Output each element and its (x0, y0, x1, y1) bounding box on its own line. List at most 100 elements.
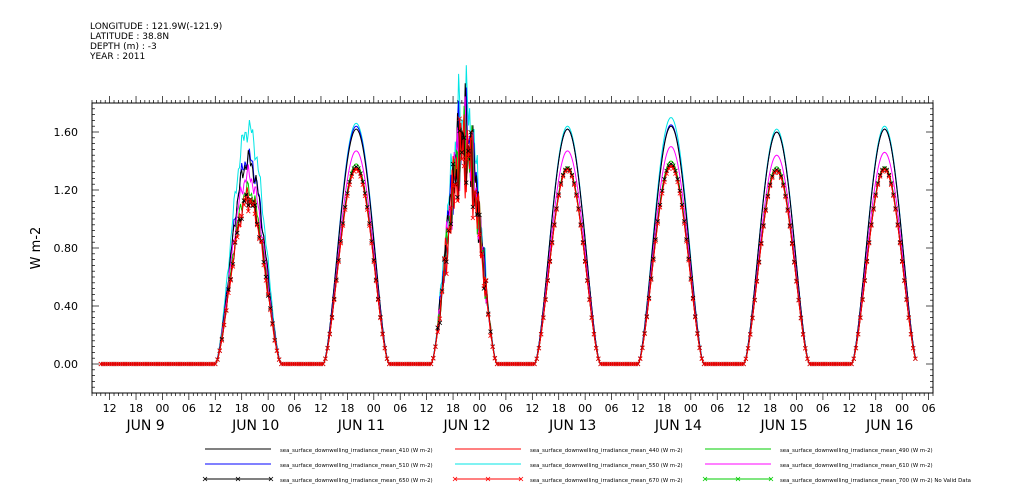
legend-item: sea_surface_downwelling_irradiance_mean_… (452, 476, 683, 484)
series-marker-650 (761, 223, 766, 228)
series-marker-650 (457, 128, 462, 133)
series-marker-650 (578, 222, 584, 227)
series-marker-670 (213, 361, 218, 367)
series-marker-650 (254, 221, 260, 227)
series-marker-670 (860, 297, 865, 303)
series-marker-670 (345, 193, 350, 199)
series-marker-670 (536, 345, 542, 351)
series-marker-670 (913, 356, 918, 362)
series-marker-670 (796, 298, 801, 303)
series-marker-650 (257, 235, 262, 240)
series-marker-650 (371, 258, 377, 263)
series-marker-670 (789, 241, 795, 247)
series-marker-670 (758, 241, 764, 247)
series-marker-670 (869, 223, 874, 228)
legend-label: sea_surface_downwelling_irradiance_mean_… (280, 463, 433, 469)
series-marker-670 (483, 278, 489, 283)
x-hour-tick-label: 12 (737, 402, 751, 415)
x-hour-tick-label: 12 (314, 402, 328, 415)
series-marker-670 (243, 195, 249, 200)
series-marker-670 (371, 259, 377, 265)
x-day-tick-label: JUN 10 (231, 418, 279, 434)
legend-marker (485, 476, 491, 482)
series-marker-670 (492, 356, 498, 361)
series-marker-670 (532, 361, 537, 367)
series-marker-670 (380, 332, 385, 337)
series-marker-650 (437, 320, 443, 326)
series-marker-670 (849, 361, 854, 367)
series-marker-650 (226, 287, 231, 292)
series-marker-650 (754, 278, 760, 284)
series-marker-670 (770, 175, 775, 181)
x-day-tick-label: JUN 16 (865, 418, 913, 434)
chart-series-lines (100, 65, 916, 365)
series-marker-670 (906, 315, 912, 321)
series-marker-650 (886, 172, 892, 178)
legend-marker (235, 476, 241, 482)
series-marker-670 (697, 345, 702, 351)
x-hour-tick-label: 06 (182, 402, 196, 415)
series-marker-670 (686, 258, 691, 263)
series-marker-670 (428, 361, 434, 367)
series-marker-670 (699, 356, 705, 361)
series-marker-650 (758, 240, 764, 246)
legend-label: sea_surface_downwelling_irradiance_mean_… (780, 463, 933, 469)
series-marker-670 (787, 224, 793, 229)
series-marker-670 (325, 345, 330, 351)
series-marker-670 (781, 183, 786, 189)
series-marker-670 (221, 322, 227, 328)
series-marker-650 (765, 193, 771, 199)
series-marker-670 (263, 278, 269, 283)
series-marker-670 (684, 239, 689, 244)
series-marker-650 (644, 314, 650, 319)
series-marker-650 (785, 207, 790, 212)
series-marker-670 (270, 322, 275, 327)
series-marker-670 (541, 315, 546, 321)
series-marker-650 (873, 192, 879, 197)
series-marker-670 (459, 156, 465, 162)
series-marker-670 (274, 348, 280, 354)
series-marker-670 (441, 255, 447, 261)
x-hour-tick-label: 12 (103, 402, 117, 415)
series-marker-650 (585, 278, 590, 283)
series-marker-670 (891, 193, 896, 199)
series-marker-670 (851, 356, 857, 362)
series-marker-670 (646, 296, 652, 302)
series-marker-670 (356, 169, 361, 174)
series-marker-650 (871, 206, 876, 211)
series-marker-650 (560, 172, 566, 178)
series-marker-670 (554, 207, 559, 212)
series-marker-650 (580, 239, 586, 245)
series-marker-650 (794, 278, 799, 284)
series-marker-650 (549, 239, 555, 245)
series-marker-670 (657, 205, 663, 210)
series-marker-650 (897, 239, 903, 245)
legend-item: sea_surface_downwelling_irradiance_mean_… (705, 448, 933, 454)
series-marker-650 (899, 258, 905, 264)
series-marker-670 (347, 182, 352, 187)
series-marker-650 (547, 258, 553, 264)
series-marker-670 (637, 356, 643, 361)
x-hour-tick-label: 12 (420, 402, 434, 415)
series-marker-650 (246, 203, 251, 208)
x-hour-tick-label: 00 (578, 402, 592, 415)
series-marker-670 (589, 315, 595, 321)
series-marker-670 (688, 277, 694, 283)
legend-item: sea_surface_downwelling_irradiance_mean_… (455, 448, 683, 454)
series-marker-670 (437, 316, 443, 321)
series-marker-670 (858, 315, 863, 321)
series-marker-650 (770, 174, 775, 179)
legend-marker (518, 476, 524, 482)
series-marker-670 (567, 169, 573, 174)
series-marker-670 (329, 315, 335, 321)
series-marker-670 (673, 171, 678, 176)
series-marker-670 (268, 307, 273, 313)
series-marker-670 (778, 175, 784, 181)
x-hour-tick-label: 06 (710, 402, 724, 415)
series-marker-650 (787, 223, 793, 228)
series-marker-670 (895, 223, 901, 228)
legend-label: sea_surface_downwelling_irradiance_mean_… (280, 478, 433, 484)
series-marker-650 (756, 259, 762, 265)
series-marker-650 (378, 314, 383, 320)
x-day-tick-label: JUN 11 (337, 418, 385, 434)
